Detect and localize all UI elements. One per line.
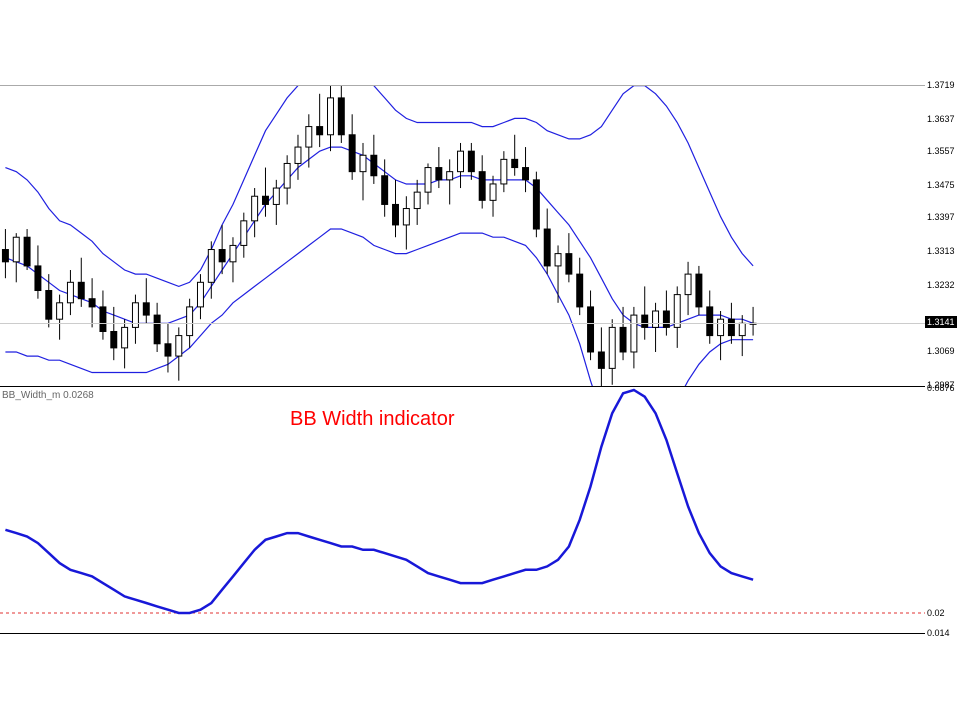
- price-ytick: 1.3475: [927, 180, 955, 190]
- price-ytick: 1.3557: [927, 146, 955, 156]
- indicator-ytick: 0.0876: [927, 383, 955, 393]
- indicator-chart-svg: [0, 388, 925, 633]
- indicator-panel[interactable]: BB_Width_m 0.0268: [0, 388, 925, 634]
- current-price-tag: 1.3141: [925, 316, 957, 328]
- price-ytick: 1.3397: [927, 212, 955, 222]
- current-price-hline: [0, 323, 925, 324]
- price-chart-svg: [0, 86, 925, 386]
- price-panel[interactable]: [0, 85, 925, 387]
- indicator-ytick: 0.02: [927, 608, 945, 618]
- price-yaxis: 1.37191.36371.35571.34751.33971.33131.32…: [925, 85, 960, 385]
- price-ytick: 1.3069: [927, 346, 955, 356]
- indicator-ytick: 0.014: [927, 628, 950, 638]
- price-ytick: 1.3719: [927, 80, 955, 90]
- price-ytick: 1.3232: [927, 280, 955, 290]
- price-ytick: 1.3637: [927, 114, 955, 124]
- bb-width-annotation: BB Width indicator: [290, 408, 455, 431]
- price-ytick: 1.3313: [927, 246, 955, 256]
- chart-container: 1.3719 1.3637 1.3557 1.3475 1.3397 1.3313 1.32…: [0, 0, 960, 720]
- indicator-yaxis: 0.08760.020.014: [925, 388, 960, 633]
